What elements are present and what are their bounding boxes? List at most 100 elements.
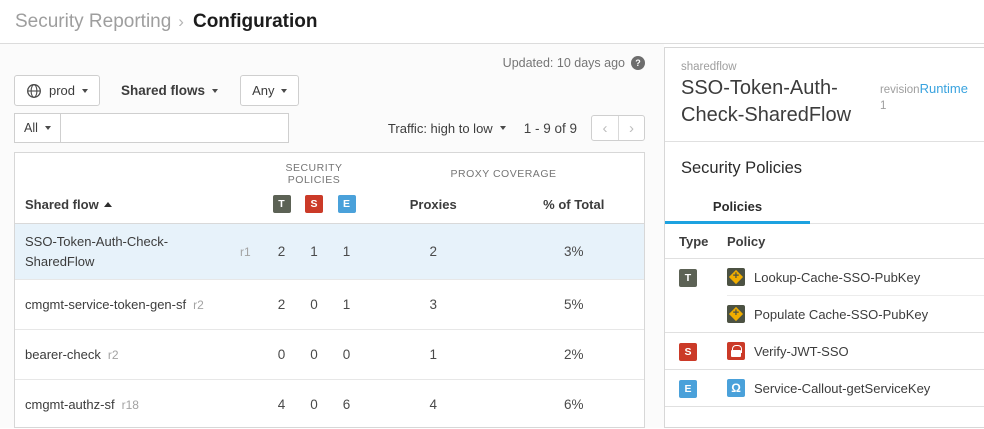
environment-dropdown[interactable]: prod (14, 75, 101, 106)
pct-total: 3% (563, 244, 584, 259)
policy-table-header: Type Policy (665, 224, 984, 259)
traffic-mgmt-badge-icon: T (272, 195, 291, 213)
breadcrumb: Security Reporting › Configuration (0, 0, 984, 44)
shared-flow-name[interactable]: SSO-Token-Auth-Check-SharedFlow (25, 234, 169, 269)
runtime-revision-link[interactable]: Runtime (919, 81, 968, 96)
column-header-type: Type (679, 234, 709, 249)
policy-name[interactable]: Populate Cache-SSO-PubKey (754, 306, 929, 322)
scope-dropdown[interactable]: Shared flows (121, 83, 219, 98)
security-badge-icon: S (679, 343, 697, 361)
policy-row[interactable]: Verify-JWT-SSO (727, 333, 984, 369)
breadcrumb-parent-link[interactable]: Security Reporting (15, 10, 172, 32)
revision-label: r2 (193, 297, 204, 312)
policy-name[interactable]: Verify-JWT-SSO (754, 343, 849, 359)
search-input[interactable] (59, 113, 289, 143)
t-count: 2 (277, 244, 286, 259)
table-row[interactable]: cmgmt-authz-sf r18 4 0 6 4 6% (15, 380, 644, 427)
shared-flows-table: SECURITY POLICIES PROXY COVERAGE Shared … (14, 152, 645, 428)
e-count: 1 (342, 297, 351, 312)
traffic-sort-label: Traffic: high to low (387, 120, 493, 136)
cache-policy-icon (727, 268, 745, 286)
search-scope-dropdown[interactable]: All (14, 113, 61, 143)
service-callout-policy-icon (727, 379, 745, 397)
policy-group-extension: E Service-Callout-getServiceKey (665, 370, 984, 407)
revision-label: r18 (121, 397, 139, 412)
prev-page-button[interactable]: ‹ (592, 116, 618, 140)
revision-label: r1 (240, 244, 251, 259)
cache-policy-icon (727, 305, 745, 323)
updated-timestamp: Updated: 10 days ago (502, 56, 625, 70)
column-header-policy: Policy (727, 234, 766, 249)
proxies-count: 4 (429, 397, 437, 412)
s-count: 0 (310, 397, 318, 412)
group-header-proxy-coverage: PROXY COVERAGE (450, 168, 557, 180)
chevron-down-icon (44, 126, 51, 130)
search-scope-value: All (24, 121, 38, 135)
chevron-right-icon: › (629, 119, 634, 137)
security-badge-icon: S (305, 195, 323, 213)
group-header-security-policies: SECURITY POLICIES (285, 162, 343, 186)
sort-ascending-icon (103, 201, 112, 207)
detail-tabs: Policies (665, 193, 984, 224)
policy-group-traffic: T Lookup-Cache-SSO-PubKey Populate Cache… (665, 259, 984, 333)
shared-flow-header-label: Shared flow (25, 196, 99, 212)
s-count: 1 (310, 244, 318, 259)
next-page-button[interactable]: › (618, 116, 644, 140)
column-header-proxies: Proxies (409, 196, 457, 212)
policy-name[interactable]: Lookup-Cache-SSO-PubKey (754, 269, 921, 285)
shared-flow-name[interactable]: bearer-check (25, 346, 101, 362)
column-header-pct-total: % of Total (543, 196, 605, 212)
proxies-count: 2 (429, 244, 437, 259)
tab-policies[interactable]: Policies (712, 199, 763, 214)
globe-icon (26, 83, 42, 99)
entity-kind-label: sharedflow (681, 61, 737, 73)
policy-group-security: S Verify-JWT-SSO (665, 333, 984, 370)
proxies-count: 1 (429, 347, 437, 362)
scope-label: Shared flows (121, 83, 206, 98)
policy-row[interactable]: Lookup-Cache-SSO-PubKey (727, 259, 984, 295)
help-icon[interactable] (631, 56, 645, 70)
traffic-sort-dropdown[interactable]: Traffic: high to low (388, 121, 506, 136)
revision-label: revision (879, 84, 920, 96)
e-count: 1 (342, 244, 351, 259)
pct-total: 2% (563, 347, 584, 362)
column-header-shared-flow[interactable]: Shared flow (15, 197, 265, 212)
e-count: 0 (342, 347, 351, 362)
chevron-down-icon (499, 126, 506, 130)
shared-flow-name[interactable]: cmgmt-service-token-gen-sf (25, 296, 187, 312)
table-header: SECURITY POLICIES PROXY COVERAGE Shared … (15, 153, 644, 224)
t-count: 4 (277, 397, 286, 412)
table-row[interactable]: cmgmt-service-token-gen-sf r2 2 0 1 3 5% (15, 280, 644, 330)
chevron-down-icon (82, 88, 89, 93)
chevron-left-icon: ‹ (602, 119, 608, 137)
pct-total: 5% (563, 297, 584, 312)
s-count: 0 (310, 347, 318, 362)
lock-policy-icon (727, 342, 745, 360)
extension-badge-icon: E (679, 380, 697, 398)
traffic-mgmt-badge-icon: T (679, 269, 697, 287)
chevron-down-icon (281, 88, 288, 93)
policy-row[interactable]: Populate Cache-SSO-PubKey (727, 295, 984, 332)
extension-badge-icon: E (337, 195, 356, 213)
policy-row[interactable]: Service-Callout-getServiceKey (727, 370, 984, 406)
proxies-count: 3 (429, 297, 437, 312)
chevron-down-icon (212, 88, 219, 93)
pagination-control: ‹ › (591, 115, 645, 141)
detail-title: SSO-Token-Auth-Check-SharedFlow (681, 77, 852, 126)
t-count: 0 (277, 347, 286, 362)
shared-flow-name[interactable]: cmgmt-authz-sf (25, 396, 115, 412)
revision-number: 1 (879, 100, 887, 113)
breadcrumb-separator-icon: › (178, 11, 184, 31)
s-count: 0 (310, 297, 318, 312)
table-row[interactable]: SSO-Token-Auth-Check-SharedFlow r1 2 1 1… (15, 224, 644, 280)
pct-total: 6% (563, 397, 584, 412)
any-filter-dropdown[interactable]: Any (240, 75, 300, 106)
shared-flow-detail-panel: sharedflow SSO-Token-Auth-Check-SharedFl… (664, 47, 984, 428)
policy-name[interactable]: Service-Callout-getServiceKey (754, 380, 931, 396)
active-tab-indicator (665, 221, 810, 224)
e-count: 6 (342, 397, 351, 412)
report-main-area: Updated: 10 days ago prod Shared flows (0, 44, 664, 428)
any-filter-value: Any (252, 83, 275, 98)
t-count: 2 (277, 297, 286, 312)
table-row[interactable]: bearer-check r2 0 0 0 1 2% (15, 330, 644, 380)
